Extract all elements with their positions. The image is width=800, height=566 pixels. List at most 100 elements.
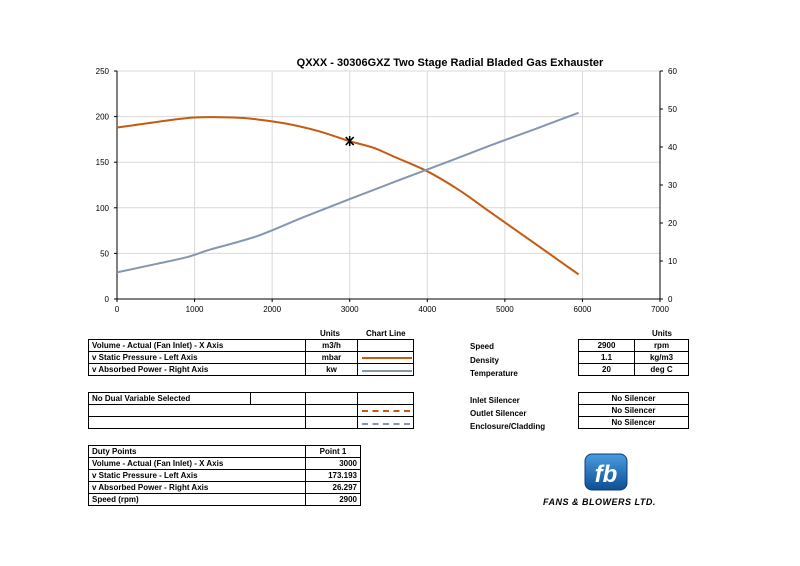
silencer-table: No Silencer No Silencer No Silencer — [578, 392, 689, 429]
pressure-series-line — [116, 116, 580, 276]
x-tick-label: 5000 — [496, 305, 514, 314]
dual-empty-cell — [357, 416, 414, 429]
duty-value: 3000 — [305, 457, 361, 470]
y-right-tick-label: 30 — [668, 181, 677, 190]
pressure-dashed-swatch — [362, 410, 410, 412]
condition-value: 20 — [578, 363, 635, 376]
x-tick-label: 0 — [115, 305, 120, 314]
table-row — [88, 416, 414, 429]
x-tick-label: 4000 — [418, 305, 436, 314]
series-units: mbar — [305, 351, 358, 364]
table-row: 1.1 kg/m3 — [578, 351, 689, 364]
y-left-tick-label: 200 — [96, 113, 110, 122]
x-tick-label: 2000 — [263, 305, 281, 314]
y-left-tick-label: 0 — [105, 295, 110, 304]
series-table: Volume - Actual (Fan Inlet) - X Axis m3/… — [88, 339, 414, 376]
table-row: Volume - Actual (Fan Inlet) - X Axis 300… — [88, 457, 361, 470]
silencer-label: Outlet Silencer — [470, 409, 527, 418]
y-left-tick-label: 100 — [96, 204, 110, 213]
chart-series — [116, 111, 580, 276]
duty-point-marker — [345, 136, 355, 147]
y-right-tick-label: 40 — [668, 143, 677, 152]
duty-label: Speed (rpm) — [88, 493, 306, 506]
duty-label: v Absorbed Power - Right Axis — [88, 481, 306, 494]
table-row: No Dual Variable Selected — [88, 392, 414, 405]
y-left-tick-label: 250 — [96, 67, 110, 76]
silencer-value: No Silencer — [578, 392, 689, 405]
pressure-line-swatch — [362, 357, 412, 359]
condition-label: Speed — [470, 342, 495, 351]
series-label: v Static Pressure - Left Axis — [88, 351, 306, 364]
y-right-tick-label: 20 — [668, 219, 677, 228]
y-left-tick-label: 150 — [96, 158, 110, 167]
company-name: FANS & BLOWERS LTD. — [543, 497, 656, 507]
table-row: No Silencer — [578, 392, 689, 405]
table-row: Duty Points Point 1 — [88, 445, 361, 458]
duty-header: Duty Points — [88, 445, 306, 458]
y-right-tick-label: 60 — [668, 67, 677, 76]
duty-value: 173.193 — [305, 469, 361, 482]
y-left-tick-label: 50 — [100, 249, 109, 258]
y-right-tick-label: 50 — [668, 105, 677, 114]
chart-line-header: Chart Line — [366, 329, 406, 338]
dual-empty-cell — [250, 392, 306, 405]
dual-empty-cell — [305, 404, 358, 417]
x-tick-label: 1000 — [186, 305, 204, 314]
power-series-line — [116, 111, 579, 274]
series-label: Volume - Actual (Fan Inlet) - X Axis — [88, 339, 306, 352]
table-row: Speed (rpm) 2900 — [88, 493, 361, 506]
company-logo-icon: fb — [584, 453, 628, 491]
duty-label: Volume - Actual (Fan Inlet) - X Axis — [88, 457, 306, 470]
duty-value: 26.297 — [305, 481, 361, 494]
table-row: 2900 rpm — [578, 339, 689, 352]
dual-empty-cell — [305, 392, 358, 405]
silencer-label: Enclosure/Cladding — [470, 422, 546, 431]
duty-points-table: Duty Points Point 1 Volume - Actual (Fan… — [88, 445, 361, 506]
series-units: m3/h — [305, 339, 358, 352]
series-line-cell — [357, 363, 414, 376]
table-row: No Silencer — [578, 416, 689, 429]
x-tick-label: 7000 — [651, 305, 669, 314]
series-units-header: Units — [320, 329, 340, 338]
silencer-label: Inlet Silencer — [470, 396, 520, 405]
condition-unit: kg/m3 — [634, 351, 689, 364]
table-row: Volume - Actual (Fan Inlet) - X Axis m3/… — [88, 339, 414, 352]
x-tick-label: 6000 — [574, 305, 592, 314]
dual-variable-table: No Dual Variable Selected — [88, 392, 414, 429]
conditions-table: 2900 rpm 1.1 kg/m3 20 deg C — [578, 339, 689, 376]
series-units: kw — [305, 363, 358, 376]
conditions-units-header: Units — [652, 329, 672, 338]
table-row: v Absorbed Power - Right Axis 26.297 — [88, 481, 361, 494]
y-right-tick-label: 10 — [668, 257, 677, 266]
dual-empty-cell — [88, 416, 306, 429]
logo-mark: fb — [595, 461, 618, 488]
table-row: 20 deg C — [578, 363, 689, 376]
series-label: v Absorbed Power - Right Axis — [88, 363, 306, 376]
power-line-swatch — [362, 370, 412, 372]
power-dashed-swatch — [362, 423, 410, 425]
performance-chart: QXXX - 30306GXZ Two Stage Radial Bladed … — [96, 57, 678, 314]
table-row: v Absorbed Power - Right Axis kw — [88, 363, 414, 376]
condition-unit: deg C — [634, 363, 689, 376]
condition-label: Density — [470, 356, 499, 365]
dual-empty-cell — [305, 416, 358, 429]
dual-empty-cell — [357, 392, 414, 405]
chart-title: QXXX - 30306GXZ Two Stage Radial Bladed … — [297, 57, 604, 69]
silencer-value: No Silencer — [578, 416, 689, 429]
condition-value: 1.1 — [578, 351, 635, 364]
chart-axes: 0 1000 2000 3000 4000 5000 6000 700005010015020… — [96, 67, 678, 314]
condition-unit: rpm — [634, 339, 689, 352]
table-row: v Static Pressure - Left Axis mbar — [88, 351, 414, 364]
x-tick-label: 3000 — [341, 305, 359, 314]
dual-empty-cell — [88, 404, 306, 417]
table-row: v Static Pressure - Left Axis 173.193 — [88, 469, 361, 482]
duty-point-header: Point 1 — [305, 445, 361, 458]
dual-variable-label: No Dual Variable Selected — [88, 392, 251, 405]
silencer-value: No Silencer — [578, 404, 689, 417]
duty-label: v Static Pressure - Left Axis — [88, 469, 306, 482]
duty-value: 2900 — [305, 493, 361, 506]
condition-label: Temperature — [470, 369, 518, 378]
series-line-cell — [357, 339, 414, 352]
y-right-tick-label: 0 — [668, 295, 673, 304]
condition-value: 2900 — [578, 339, 635, 352]
